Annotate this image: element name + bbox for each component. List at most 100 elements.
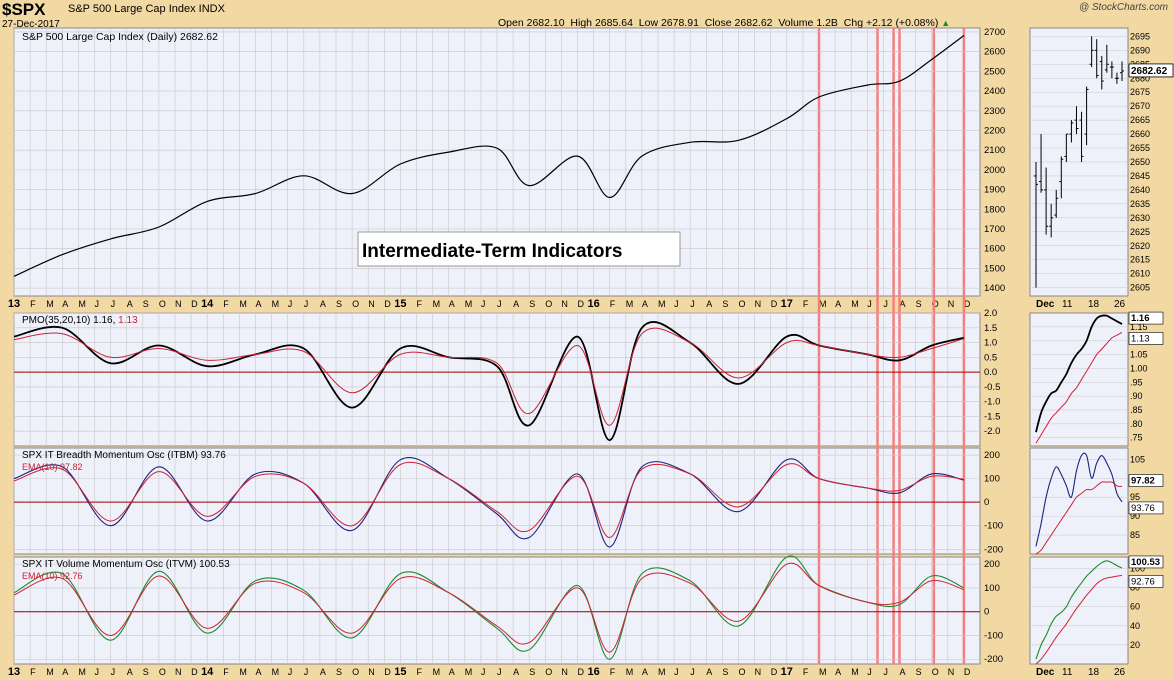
x-tick-label: A	[256, 299, 262, 309]
volume-label: Volume	[778, 17, 814, 29]
x-tick-label: M	[851, 667, 859, 677]
x-tick-label: N	[175, 667, 182, 677]
x-tick-label: S	[336, 299, 342, 309]
low-value: 2678.91	[660, 17, 699, 29]
pmo-signal-value: 1.13	[118, 315, 138, 326]
x-tick-label: O	[159, 667, 166, 677]
zoom-y-tick-label: 100	[1130, 563, 1145, 573]
x-tick-label: 14	[201, 298, 214, 310]
zoom-y-tick-label: 85	[1130, 530, 1140, 540]
x-tick-label: O	[159, 299, 166, 309]
last-price-box	[1128, 63, 1174, 78]
x-tick-label: S	[529, 299, 535, 309]
x-tick-label: O	[739, 299, 746, 309]
x-tick-label: A	[256, 667, 262, 677]
ema-legend: EMA(10) 97.82	[22, 462, 83, 472]
x-tick-label: M	[658, 667, 666, 677]
low-label: Low	[638, 17, 659, 29]
x-tick-label: J	[95, 667, 100, 677]
zoom-y-tick-label: 2695	[1130, 31, 1150, 41]
zoom-y-tick-label: 2615	[1130, 255, 1150, 265]
x-tick-label: J	[288, 667, 293, 677]
x-tick-label: D	[578, 667, 585, 677]
x-tick-label: O	[352, 299, 359, 309]
zoom-y-tick-label: 2650	[1130, 157, 1150, 167]
zoom-y-tick-label: 2680	[1130, 73, 1150, 83]
x-tick-label: M	[465, 299, 473, 309]
last-value-label: 100.53	[1131, 557, 1160, 568]
x-tick-label: J	[497, 667, 502, 677]
x-tick-label: M	[78, 667, 86, 677]
last-value-label: 92.76	[1131, 576, 1155, 587]
zoom-x-tick-label: 26	[1114, 299, 1126, 310]
x-tick-label: J	[867, 667, 872, 677]
x-tick-label: A	[642, 667, 648, 677]
x-tick-label: M	[626, 667, 634, 677]
x-tick-label: F	[30, 667, 36, 677]
x-tick-label: D	[771, 667, 778, 677]
zoom-series-line	[1035, 574, 1123, 665]
x-tick-label: A	[900, 299, 906, 309]
close-value: 2682.62	[734, 17, 773, 29]
x-tick-label: M	[851, 299, 859, 309]
zoom-y-tick-label: 2610	[1130, 269, 1150, 279]
x-tick-label: N	[948, 667, 955, 677]
x-tick-label: O	[932, 299, 939, 309]
zoom-y-tick-label: 1.15	[1130, 322, 1148, 332]
zoom-series-line	[1035, 331, 1123, 444]
osc-y-tick-label: 0.5	[984, 352, 997, 363]
x-tick-label: M	[433, 299, 441, 309]
x-tick-label: A	[706, 667, 712, 677]
stockcharts-credit: @ StockCharts.com	[1078, 2, 1168, 13]
x-tick-label: F	[417, 299, 423, 309]
x-tick-label: M	[46, 299, 54, 309]
x-tick-label: S	[916, 667, 922, 677]
osc-y-tick-label: 0	[984, 607, 989, 618]
zoom-y-tick-label: 20	[1130, 640, 1140, 650]
osc-y-tick-label: 1.5	[984, 323, 997, 334]
x-tick-label: S	[336, 667, 342, 677]
x-tick-label: J	[690, 299, 695, 309]
osc-panel-title: SPX IT Breadth Momentum Osc (ITBM) 93.76	[22, 450, 226, 461]
x-tick-label: A	[62, 299, 68, 309]
x-tick-label: O	[932, 667, 939, 677]
x-tick-label: J	[497, 299, 502, 309]
zoom-y-tick-label: 2675	[1130, 87, 1150, 97]
osc-y-tick-label: -100	[984, 521, 1003, 532]
x-tick-label: J	[111, 299, 116, 309]
x-tick-label: J	[95, 299, 100, 309]
x-tick-label: A	[900, 667, 906, 677]
zoom-y-tick-label: 105	[1130, 454, 1145, 464]
x-tick-label: A	[127, 299, 133, 309]
x-tick-label: N	[368, 667, 375, 677]
x-tick-label: F	[610, 667, 616, 677]
zoom-y-tick-label: 2670	[1130, 101, 1150, 111]
price-panel-title: S&P 500 Large Cap Index (Daily) 2682.62	[22, 31, 218, 43]
open-value: 2682.10	[526, 17, 565, 29]
zoom-y-tick-label: 2625	[1130, 227, 1150, 237]
zoom-y-tick-label: 2690	[1130, 45, 1150, 55]
osc-y-tick-label: -0.5	[984, 382, 1000, 393]
x-tick-label: 16	[587, 666, 599, 678]
osc-y-tick-label: 1.0	[984, 338, 997, 349]
zoom-y-tick-label: 2660	[1130, 129, 1150, 139]
x-tick-label: F	[610, 299, 616, 309]
zoom-x-tick-label: 18	[1088, 667, 1100, 678]
zoom-x-tick-label: 11	[1062, 667, 1073, 678]
x-tick-label: A	[449, 299, 455, 309]
zoom-y-tick-label: 40	[1130, 621, 1140, 631]
x-tick-label: 17	[781, 666, 793, 678]
zoom-y-tick-label: .75	[1130, 433, 1143, 443]
osc-y-tick-label: 100	[984, 474, 1000, 485]
price-y-tick-label: 2700	[984, 27, 1005, 38]
x-tick-label: D	[384, 299, 391, 309]
osc-y-tick-label: 2.0	[984, 308, 997, 319]
osc-y-tick-label: -200	[984, 654, 1003, 665]
x-tick-label: 15	[394, 666, 406, 678]
zoom-x-tick-label: 18	[1088, 299, 1100, 310]
zoom-x-tick-label: Dec	[1036, 667, 1055, 678]
x-tick-label: F	[417, 667, 423, 677]
price-y-tick-label: 2000	[984, 165, 1005, 176]
x-tick-label: O	[545, 667, 552, 677]
